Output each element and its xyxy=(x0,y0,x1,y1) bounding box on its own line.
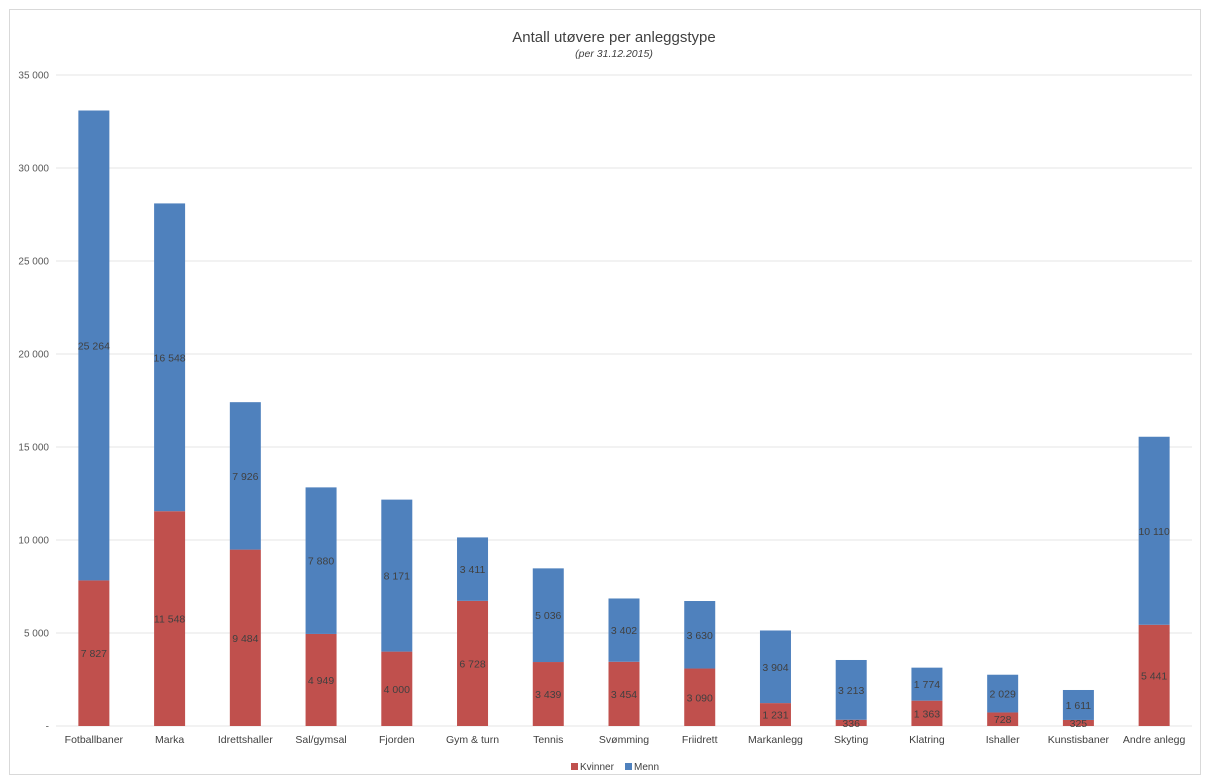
stacked-bar-chart: Antall utøvere per anleggstype (per 31.1… xyxy=(18,29,1192,773)
data-labels: 7 827 25 264 11 548 16 548 9 484 7 926 4 949 7 … xyxy=(78,340,1170,730)
bar-menn-13 xyxy=(1062,689,1094,720)
bar-menn-5 xyxy=(457,537,489,601)
bar-menn-4 xyxy=(381,499,413,652)
data-label: 3 439 xyxy=(535,689,561,701)
bar-menn-9 xyxy=(759,630,791,704)
bar-kvinner-13 xyxy=(1062,719,1094,726)
bar-kvinner-6 xyxy=(532,662,564,726)
legend-swatch-menn xyxy=(625,763,632,770)
data-label: 4 000 xyxy=(384,684,410,696)
bar-kvinner-8 xyxy=(684,668,716,726)
bar-menn-8 xyxy=(684,601,716,669)
x-tick-label: Idrettshaller xyxy=(218,734,273,746)
data-label: 1 363 xyxy=(914,708,940,720)
x-tick-label: Svømming xyxy=(599,734,649,746)
data-label: 9 484 xyxy=(232,633,258,645)
bar-kvinner-0 xyxy=(78,580,110,726)
data-label: 3 411 xyxy=(460,564,486,576)
data-label: 336 xyxy=(842,718,860,730)
bar-menn-1 xyxy=(154,203,186,512)
bar-menn-0 xyxy=(78,110,110,581)
y-tick-label: 10 000 xyxy=(18,536,49,547)
bar-kvinner-3 xyxy=(305,633,337,726)
bar-kvinner-12 xyxy=(987,712,1019,726)
x-tick-label: Tennis xyxy=(533,734,563,746)
bar-kvinner-1 xyxy=(154,511,186,726)
x-tick-label: Markanlegg xyxy=(748,734,803,746)
data-label: 3 904 xyxy=(762,662,788,674)
bar-kvinner-2 xyxy=(229,549,261,726)
bars xyxy=(78,110,1170,726)
data-label: 10 110 xyxy=(1138,526,1169,538)
data-label: 3 402 xyxy=(611,625,637,637)
bar-kvinner-9 xyxy=(759,703,791,726)
data-label: 8 171 xyxy=(384,571,410,583)
bar-menn-11 xyxy=(911,667,943,701)
data-label: 11 548 xyxy=(154,614,185,626)
x-tick-label: Ishaller xyxy=(986,734,1020,746)
bar-kvinner-10 xyxy=(835,719,867,726)
data-label: 16 548 xyxy=(154,352,186,364)
x-tick-label: Sal/gymsal xyxy=(295,734,346,746)
data-label: 3 213 xyxy=(838,685,864,697)
y-axis-ticks: - 5 000 10 000 15 000 20 000 25 000 30 000 35 0… xyxy=(18,71,49,733)
data-label: 3 630 xyxy=(687,630,713,642)
bar-kvinner-7 xyxy=(608,661,640,726)
y-tick-label: - xyxy=(46,722,49,733)
legend-label-menn: Menn xyxy=(634,762,659,773)
x-tick-label: Friidrett xyxy=(682,734,718,746)
x-tick-label: Andre anlegg xyxy=(1123,734,1186,746)
bar-menn-7 xyxy=(608,598,640,662)
x-tick-label: Skyting xyxy=(834,734,869,746)
x-tick-label: Gym & turn xyxy=(446,734,499,746)
data-label: 728 xyxy=(994,714,1012,726)
data-label: 325 xyxy=(1070,718,1088,730)
data-label: 7 880 xyxy=(308,556,334,568)
y-tick-label: 20 000 xyxy=(18,350,49,361)
x-tick-label: Klatring xyxy=(909,734,945,746)
data-label: 1 231 xyxy=(762,710,788,722)
data-label: 2 029 xyxy=(990,689,1016,701)
x-tick-label: Fotballbaner xyxy=(65,734,124,746)
data-label: 4 949 xyxy=(308,675,334,687)
data-label: 7 827 xyxy=(81,648,107,660)
bar-menn-6 xyxy=(532,568,564,663)
data-label: 6 728 xyxy=(459,658,485,670)
bar-menn-10 xyxy=(835,659,867,720)
y-tick-label: 5 000 xyxy=(24,629,49,640)
x-tick-label: Kunstisbaner xyxy=(1048,734,1110,746)
chart-subtitle: (per 31.12.2015) xyxy=(575,48,653,60)
bar-kvinner-5 xyxy=(457,600,489,726)
bar-kvinner-11 xyxy=(911,700,943,726)
bar-menn-3 xyxy=(305,487,337,634)
x-tick-label: Marka xyxy=(155,734,184,746)
y-tick-label: 25 000 xyxy=(18,257,49,268)
bar-kvinner-14 xyxy=(1138,624,1170,726)
bar-kvinner-4 xyxy=(381,651,413,726)
chart-title: Antall utøvere per anleggstype xyxy=(512,29,715,46)
data-label: 1 774 xyxy=(914,679,940,691)
data-label: 1 611 xyxy=(1066,700,1092,712)
bar-menn-14 xyxy=(1138,436,1170,625)
data-label: 5 441 xyxy=(1141,670,1167,682)
y-tick-label: 15 000 xyxy=(18,443,49,454)
y-tick-label: 35 000 xyxy=(18,71,49,82)
chart-frame: Antall utøvere per anleggstype (per 31.1… xyxy=(9,9,1201,775)
bar-menn-2 xyxy=(229,402,261,550)
x-tick-label: Fjorden xyxy=(379,734,415,746)
x-axis-ticks: Fotballbaner Marka Idrettshaller Sal/gymsal… xyxy=(65,734,1186,746)
legend: Kvinner Menn xyxy=(571,762,659,773)
data-label: 3 090 xyxy=(687,692,713,704)
data-label: 25 264 xyxy=(78,340,110,352)
data-label: 5 036 xyxy=(535,610,561,622)
y-tick-label: 30 000 xyxy=(18,164,49,175)
legend-swatch-kvinner xyxy=(571,763,578,770)
legend-label-kvinner: Kvinner xyxy=(580,762,615,773)
data-label: 3 454 xyxy=(611,689,637,701)
bar-menn-12 xyxy=(987,674,1019,713)
data-label: 7 926 xyxy=(232,471,258,483)
